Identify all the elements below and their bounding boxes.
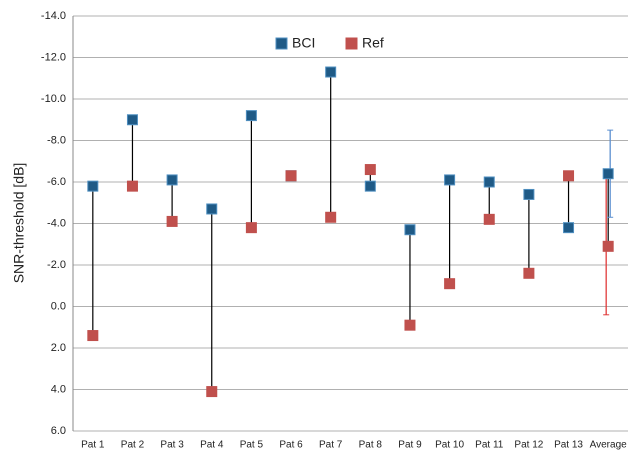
marker: [87, 180, 99, 192]
marker: [364, 180, 376, 192]
y-tick-label: -12.0: [41, 51, 66, 63]
y-tick-label: -2.0: [47, 259, 66, 271]
x-tick-label: Pat 4: [200, 440, 224, 451]
marker: [602, 168, 614, 180]
marker: [444, 278, 456, 290]
marker: [245, 110, 257, 122]
y-tick-label: -6.0: [47, 176, 66, 188]
x-tick-label: Pat 3: [160, 440, 184, 451]
y-tick-label: -14.0: [41, 10, 66, 22]
y-tick-label: 0.0: [51, 300, 66, 312]
marker: [364, 164, 376, 176]
marker: [444, 174, 456, 186]
legend-marker: [345, 37, 358, 50]
marker: [206, 386, 218, 398]
legend-label: Ref: [362, 35, 384, 51]
y-tick-label: 2.0: [51, 342, 66, 354]
x-tick-label: Pat 1: [81, 440, 105, 451]
marker: [325, 211, 337, 223]
x-tick-label: Pat 12: [514, 440, 543, 451]
legend-label: BCI: [292, 35, 315, 51]
marker: [523, 267, 535, 279]
marker: [325, 66, 337, 78]
x-tick-label: Pat 9: [398, 440, 422, 451]
legend-marker: [275, 37, 288, 50]
y-tick-label: -4.0: [47, 217, 66, 229]
y-tick-label: -10.0: [41, 93, 66, 105]
marker: [404, 224, 416, 236]
y-tick-label: 6.0: [51, 425, 66, 437]
x-tick-label: Pat 8: [359, 440, 383, 451]
marker: [523, 188, 535, 200]
x-tick-label: Average: [590, 440, 628, 451]
x-tick-label: Pat 10: [435, 440, 464, 451]
marker: [126, 114, 138, 126]
marker: [166, 174, 178, 186]
marker: [87, 330, 99, 342]
y-tick-label: -8.0: [47, 134, 66, 146]
marker: [602, 240, 614, 252]
marker: [404, 319, 416, 331]
x-tick-label: Pat 6: [279, 440, 303, 451]
marker: [206, 203, 218, 215]
y-tick-label: 4.0: [51, 383, 66, 395]
marker: [483, 213, 495, 225]
x-tick-label: Pat 7: [319, 440, 343, 451]
marker: [166, 215, 178, 227]
marker: [285, 170, 297, 182]
x-tick-label: Pat 11: [475, 440, 504, 451]
x-tick-label: Pat 5: [240, 440, 264, 451]
marker: [245, 222, 257, 234]
x-tick-label: Pat 13: [554, 440, 583, 451]
marker: [563, 170, 575, 182]
marker: [483, 176, 495, 188]
marker: [126, 180, 138, 192]
y-axis-label: SNR-threshold [dB]: [11, 163, 27, 284]
x-tick-label: Pat 2: [121, 440, 145, 451]
marker: [563, 222, 575, 234]
